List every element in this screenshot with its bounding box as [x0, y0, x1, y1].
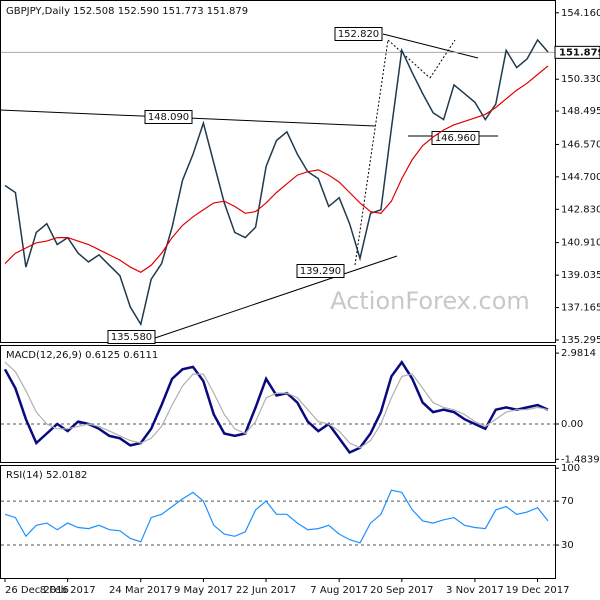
panel-title: RSI(14) 52.0182	[6, 470, 87, 481]
series-line	[4, 38, 549, 327]
y-tick-label: 154.160	[561, 8, 600, 19]
y-tick-label: 140.910	[561, 238, 600, 249]
y-tick-label: 148.495	[561, 106, 600, 117]
trendline	[354, 39, 389, 266]
y-tick-label: 135.295	[561, 335, 600, 346]
x-tick-label: 7 Aug 2017	[310, 585, 368, 596]
annotation: 139.290	[300, 266, 341, 277]
annotation: 146.960	[435, 133, 476, 144]
x-tick-label: 3 Nov 2017	[446, 585, 504, 596]
trendline	[429, 39, 456, 79]
y-tick-label: 142.830	[561, 204, 600, 215]
series-line	[3, 359, 549, 455]
annotation: 152.820	[338, 29, 379, 40]
x-tick-label: 8 Feb 2017	[40, 585, 96, 596]
x-tick-label: 26 Dec 2016	[5, 585, 69, 596]
trendline	[387, 39, 431, 79]
series-line	[4, 361, 549, 449]
annotation-box	[144, 110, 193, 124]
annotation-box	[296, 264, 345, 278]
y-tick-label: 2.9814	[561, 348, 596, 359]
x-tick-label: 24 Mar 2017	[109, 585, 172, 596]
y-tick-label: 150.330	[561, 74, 600, 85]
y-tick-label: 139.035	[561, 270, 600, 281]
y-tick-label: 137.165	[561, 303, 600, 314]
y-tick-label: 30	[561, 540, 574, 551]
y-tick-label: 100	[561, 463, 580, 474]
y-tick-label: -1.4839	[561, 454, 600, 465]
x-tick-label: 22 Jun 2017	[236, 585, 296, 596]
y-tick-label: 144.700	[561, 172, 600, 183]
rsi-panel	[0, 465, 556, 579]
last-price-label: 151.879	[559, 47, 600, 58]
y-tick-label: 70	[561, 496, 574, 507]
x-tick-label: 20 Sep 2017	[370, 585, 433, 596]
series-line	[4, 489, 549, 544]
x-tick-label: 9 May 2017	[174, 585, 233, 596]
price-panel	[0, 0, 556, 343]
x-tick-label: 19 Dec 2017	[506, 585, 570, 596]
annotation: 148.090	[148, 112, 189, 123]
y-tick-label: 0.00	[561, 419, 583, 430]
trendline	[382, 33, 479, 59]
panel-title: MACD(12,26,9) 0.6125 0.6111	[6, 350, 158, 361]
series-line	[4, 65, 549, 273]
annotation-box	[107, 330, 156, 344]
watermark: ActionForex.com	[330, 287, 530, 315]
chart-title: GBPJPY,Daily 152.508 152.590 151.773 151…	[6, 6, 248, 17]
annotation: 135.580	[111, 332, 152, 343]
last-price-tag	[554, 45, 600, 59]
annotation-box	[334, 27, 383, 41]
macd-panel	[0, 345, 556, 463]
trendline	[154, 255, 398, 339]
y-tick-label: 146.570	[561, 139, 600, 150]
